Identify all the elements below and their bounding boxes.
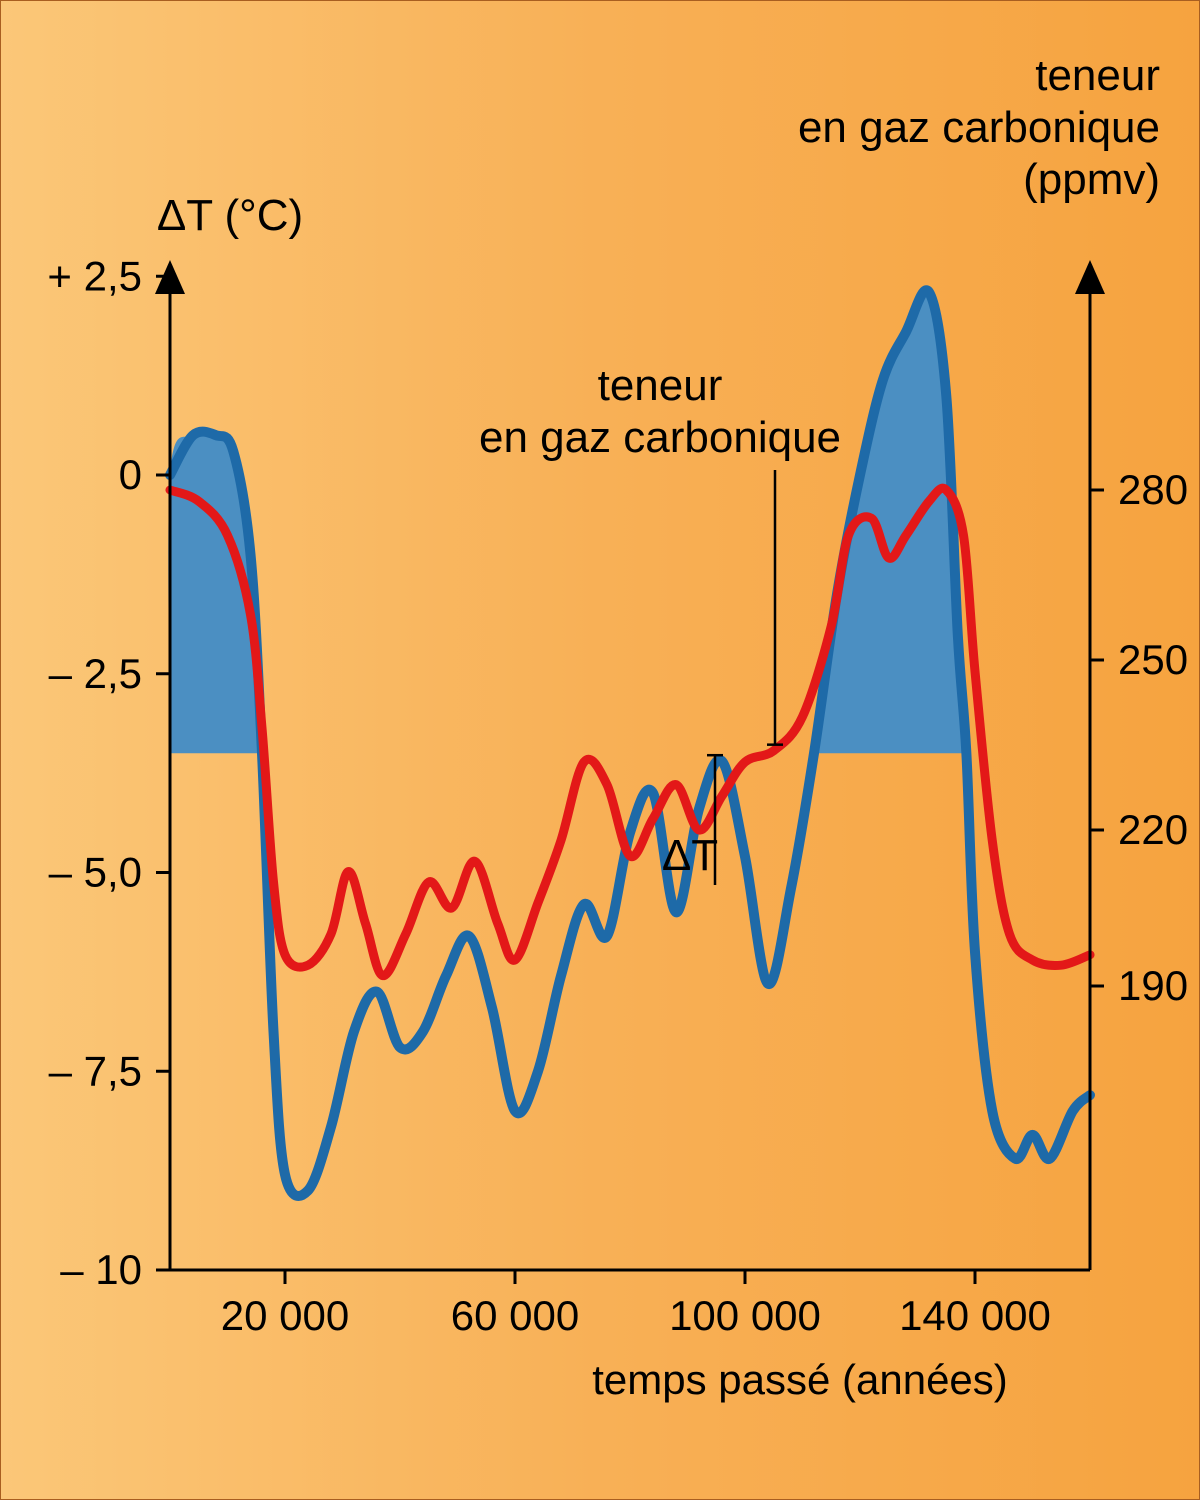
- chart-svg: 20 000 60 000 100 000 140 000 temps passé (a…: [0, 0, 1200, 1500]
- x-tick-label: 20 000: [221, 1292, 349, 1339]
- y-right-tick-label: 220: [1118, 806, 1188, 853]
- delta-t-callout-label: ΔT: [662, 831, 718, 880]
- x-tick-label: 60 000: [451, 1292, 579, 1339]
- y-left-tick-label: – 7,5: [49, 1047, 142, 1094]
- y-right-title: teneur: [1035, 51, 1160, 100]
- co2-callout-label: en gaz carbonique: [479, 413, 841, 462]
- y-right-tick-label: 280: [1118, 466, 1188, 513]
- y-right-title: (ppmv): [1023, 155, 1160, 204]
- y-left-tick-label: 0: [119, 451, 142, 498]
- x-tick-label: 140 000: [899, 1292, 1051, 1339]
- y-right-tick-label: 190: [1118, 962, 1188, 1009]
- y-left-tick-label: – 5,0: [49, 849, 142, 896]
- y-left-tick-label: – 2,5: [49, 650, 142, 697]
- x-axis-label: temps passé (années): [592, 1356, 1008, 1403]
- x-tick-label: 100 000: [669, 1292, 821, 1339]
- y-right-title: en gaz carbonique: [798, 103, 1160, 152]
- y-right-tick-label: 250: [1118, 636, 1188, 683]
- y-left-title: ΔT (°C): [157, 191, 303, 240]
- y-left-tick-label: + 2,5: [47, 252, 142, 299]
- co2-callout-label: teneur: [598, 361, 723, 410]
- chart-container: 20 000 60 000 100 000 140 000 temps passé (a…: [0, 0, 1200, 1500]
- y-left-tick-label: – 10: [60, 1246, 142, 1293]
